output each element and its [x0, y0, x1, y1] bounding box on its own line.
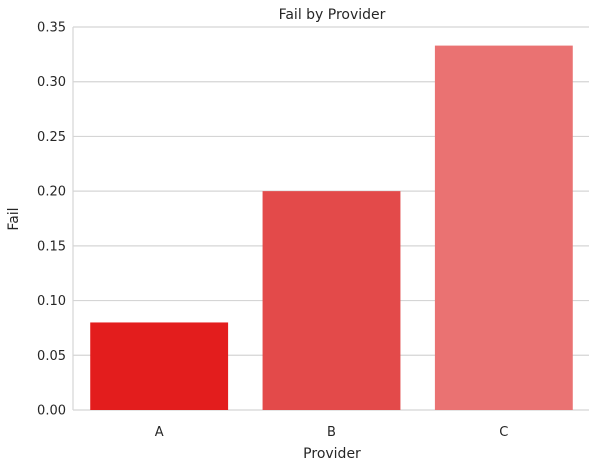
- y-tick-label: 0.00: [37, 404, 66, 419]
- chart-title: Fail by Provider: [279, 7, 386, 23]
- bar-c: [434, 45, 573, 411]
- y-tick-label: 0.35: [37, 21, 66, 36]
- x-axis-label: Provider: [303, 446, 361, 462]
- y-tick-label: 0.25: [37, 130, 66, 145]
- x-tick-label: C: [499, 425, 508, 440]
- y-axis-label: Fail: [6, 207, 22, 230]
- bars: [90, 45, 573, 411]
- x-tick-label: B: [327, 425, 336, 440]
- bar-a: [90, 322, 229, 410]
- y-tick-label: 0.15: [37, 239, 66, 254]
- x-axis-ticks: A B C: [155, 425, 509, 440]
- y-tick-label: 0.30: [37, 75, 66, 90]
- x-tick-label: A: [155, 425, 164, 440]
- y-tick-label: 0.20: [37, 185, 66, 200]
- y-axis-ticks: 0.00 0.05 0.10 0.15 0.20 0.25 0.30 0.35: [37, 21, 66, 419]
- y-tick-label: 0.05: [37, 349, 66, 364]
- bar-b: [262, 191, 401, 410]
- y-tick-label: 0.10: [37, 294, 66, 309]
